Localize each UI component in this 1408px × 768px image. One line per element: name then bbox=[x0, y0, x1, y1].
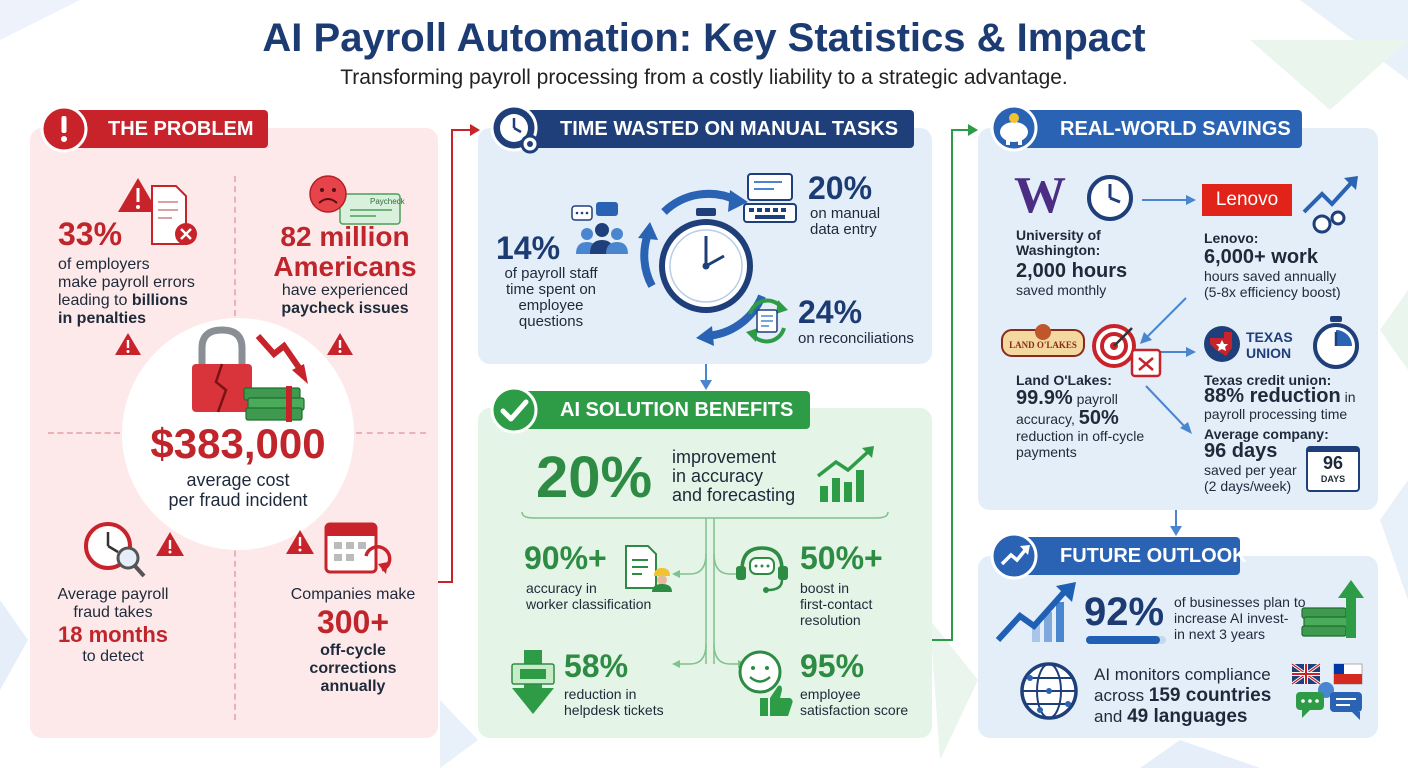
lol-savings-value-line: 99.9% payroll bbox=[1016, 387, 1118, 409]
texas-savings-value-line: 88% reduction in bbox=[1204, 385, 1356, 407]
stat-employers-errors-text: of employers make payroll errors leading… bbox=[58, 256, 195, 327]
texas-savings-text2: payroll processing time bbox=[1204, 406, 1348, 422]
growth-arrow-icon bbox=[995, 582, 1076, 643]
texas-union-logo: TEXAS UNION bbox=[1204, 326, 1293, 362]
stopwatch-icon bbox=[1313, 316, 1359, 369]
future-heading: FUTURE OUTLOOK bbox=[1000, 537, 1247, 575]
time-reconciliations-text: on reconciliations bbox=[798, 330, 914, 347]
time-heading: TIME WASTED ON MANUAL TASKS bbox=[500, 110, 914, 148]
future-compliance-text: AI monitors compliance across 159 countr… bbox=[1094, 665, 1272, 727]
calendar-refresh-icon bbox=[286, 522, 392, 574]
lenovo-savings-text2: hours saved annually (5-8x efficiency bo… bbox=[1204, 268, 1341, 300]
solution-satisfaction-text: employee satisfaction score bbox=[800, 686, 909, 718]
page-title: AI Payroll Automation: Key Statistics & … bbox=[262, 16, 1146, 60]
stopwatch-cycle-icon bbox=[638, 189, 766, 346]
stat-fraud-cost-value: $383,000 bbox=[150, 420, 326, 467]
growth-gears-icon bbox=[1302, 176, 1358, 234]
stat-employers-errors-value: 33% bbox=[58, 216, 123, 252]
savings-heading: REAL-WORLD SAVINGS bbox=[1000, 110, 1302, 148]
solution-heading: AI SOLUTION BENEFITS bbox=[500, 391, 810, 429]
problem-heading: THE PROBLEM bbox=[48, 110, 268, 148]
svg-text:LAND O'LAKES: LAND O'LAKES bbox=[1009, 340, 1077, 350]
reconcile-doc-icon bbox=[746, 298, 788, 344]
warning-icon bbox=[327, 333, 353, 355]
solution-main-text: improvement in accuracy and forecasting bbox=[672, 447, 796, 505]
avg-savings-text2: saved per year (2 days/week) bbox=[1204, 462, 1297, 494]
keyboard-monitor-icon bbox=[743, 173, 797, 223]
error-document-icon bbox=[118, 178, 197, 245]
paycheck-label: Paycheck bbox=[370, 197, 406, 206]
time-reconciliations-value: 24% bbox=[798, 294, 863, 330]
checkmark-icon bbox=[490, 386, 538, 434]
time-data-entry-text: on manual data entry bbox=[810, 205, 881, 238]
days-calendar-icon: 96 DAYS bbox=[1306, 446, 1360, 492]
future-invest-value: 92% bbox=[1084, 590, 1165, 634]
headset-chat-icon bbox=[736, 546, 788, 593]
uw-savings-text: University of Washington: bbox=[1016, 227, 1101, 258]
time-staff-questions-text: of payroll staff time spent on employee … bbox=[504, 265, 598, 330]
solution-helpdesk-value: 58% bbox=[564, 648, 629, 684]
growth-chart-icon bbox=[816, 446, 874, 502]
avg-savings-value: 96 days bbox=[1204, 440, 1278, 462]
lenovo-savings-text: Lenovo: bbox=[1204, 230, 1259, 246]
clock-gear-icon bbox=[490, 104, 540, 154]
land-o-lakes-logo: LAND O'LAKES bbox=[1001, 324, 1085, 357]
lenovo-savings-value: 6,000+ work bbox=[1204, 246, 1318, 268]
time-staff-questions-value: 14% bbox=[496, 230, 561, 266]
page-subtitle: Transforming payroll processing from a c… bbox=[340, 66, 1068, 89]
texas-savings-text: Texas credit union: bbox=[1204, 372, 1332, 388]
stat-americans-text: have experienced paycheck issues bbox=[281, 282, 409, 317]
stat-off-cycle-text2: off-cycle corrections annually bbox=[309, 642, 397, 695]
solution-classification-value: 90%+ bbox=[524, 540, 607, 576]
fraud-cost-circle bbox=[122, 318, 354, 550]
svg-text:TEXAS: TEXAS bbox=[1246, 329, 1293, 345]
lol-savings-text: Land O'Lakes: bbox=[1016, 372, 1112, 388]
uw-savings-value: 2,000 hours bbox=[1016, 260, 1128, 282]
lenovo-logo: Lenovo bbox=[1202, 184, 1292, 216]
stat-fraud-detect-value: 18 months bbox=[57, 622, 169, 647]
future-invest-text: of businesses plan to increase AI invest… bbox=[1174, 594, 1306, 642]
future-invest-bar bbox=[1086, 636, 1166, 644]
lol-savings-value-line2: accuracy, 50% bbox=[1016, 407, 1119, 429]
money-arrow-icon bbox=[1301, 580, 1364, 638]
ticket-down-arrow-icon bbox=[511, 650, 555, 714]
globe-network-icon bbox=[1020, 662, 1078, 720]
team-chat-icon bbox=[571, 202, 628, 254]
trend-up-icon bbox=[990, 532, 1038, 580]
solution-first-contact-value: 50%+ bbox=[800, 540, 883, 576]
solution-satisfaction-value: 95% bbox=[800, 648, 865, 684]
stat-americans-value: 82 million Americans bbox=[273, 221, 417, 282]
solution-main-value: 20% bbox=[536, 445, 653, 510]
stat-off-cycle-text: Companies make bbox=[290, 586, 416, 603]
svg-text:UNION: UNION bbox=[1246, 345, 1291, 361]
piggy-bank-icon bbox=[990, 104, 1038, 152]
uw-savings-text2: saved monthly bbox=[1016, 282, 1107, 298]
stat-off-cycle-value: 300+ bbox=[316, 604, 390, 640]
worker-document-icon bbox=[625, 545, 672, 592]
time-data-entry-value: 20% bbox=[808, 170, 873, 206]
smiley-thumbs-up-icon bbox=[738, 650, 793, 716]
target-calendar-icon bbox=[1092, 324, 1162, 378]
stat-fraud-detect-text2: to detect bbox=[82, 648, 144, 665]
clock-icon bbox=[1087, 175, 1133, 221]
uw-logo: W bbox=[1014, 167, 1066, 224]
avg-savings-text: Average company: bbox=[1204, 426, 1329, 442]
savings-flow-arrows bbox=[1140, 195, 1196, 434]
stat-fraud-cost-text: average cost per fraud incident bbox=[168, 470, 308, 510]
solution-first-contact-text: boost in first-contact resolution bbox=[800, 580, 873, 628]
sad-face-paycheck-icon: Paycheck bbox=[309, 175, 406, 225]
stat-fraud-detect-text: Average payroll fraud takes bbox=[57, 586, 169, 621]
solution-helpdesk-text: reduction in helpdesk tickets bbox=[564, 686, 664, 718]
clock-magnifier-icon bbox=[84, 522, 184, 578]
alert-circle-icon bbox=[40, 105, 88, 153]
warning-icon bbox=[115, 333, 141, 355]
solution-classification-text: accuracy in worker classification bbox=[526, 580, 652, 612]
flags-chat-icon bbox=[1291, 662, 1363, 720]
lol-savings-text2: reduction in off-cycle payments bbox=[1016, 428, 1145, 460]
broken-lock-money-icon bbox=[192, 326, 308, 422]
